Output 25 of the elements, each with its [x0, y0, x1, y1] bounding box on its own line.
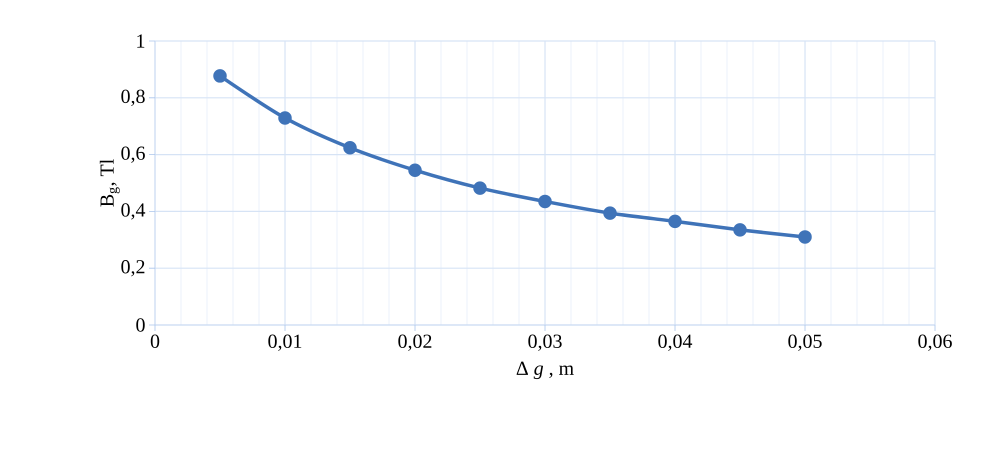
y-tick-label: 0	[136, 318, 145, 332]
x-axis-title: Δ g , m	[516, 362, 574, 380]
x-tick-label: 0,06	[918, 334, 952, 351]
point	[213, 69, 227, 83]
x-tick-label: 0,03	[528, 334, 562, 351]
point	[408, 163, 422, 177]
point	[733, 223, 747, 237]
x-tick-label: 0,04	[658, 334, 692, 351]
point	[668, 214, 682, 228]
y-tick-label: 1	[137, 34, 144, 48]
y-tick-label: 0,2	[121, 260, 144, 276]
point	[343, 141, 357, 155]
x-tick-label: 0	[150, 334, 160, 348]
x-tick-label: 0,05	[788, 334, 822, 351]
point	[278, 111, 292, 125]
y-tick-label: 0,4	[121, 203, 146, 220]
point	[603, 206, 617, 220]
y-tick-label: 0,6	[121, 146, 145, 163]
y-axis-title: B$_{g}$, Tl	[100, 159, 120, 207]
point	[473, 181, 487, 195]
x-tick-label: 0,01	[268, 334, 302, 351]
x-tick-label: 0,02	[398, 334, 432, 351]
point	[798, 230, 812, 244]
y-tick-label: 0,8	[121, 90, 145, 106]
point	[538, 194, 552, 208]
